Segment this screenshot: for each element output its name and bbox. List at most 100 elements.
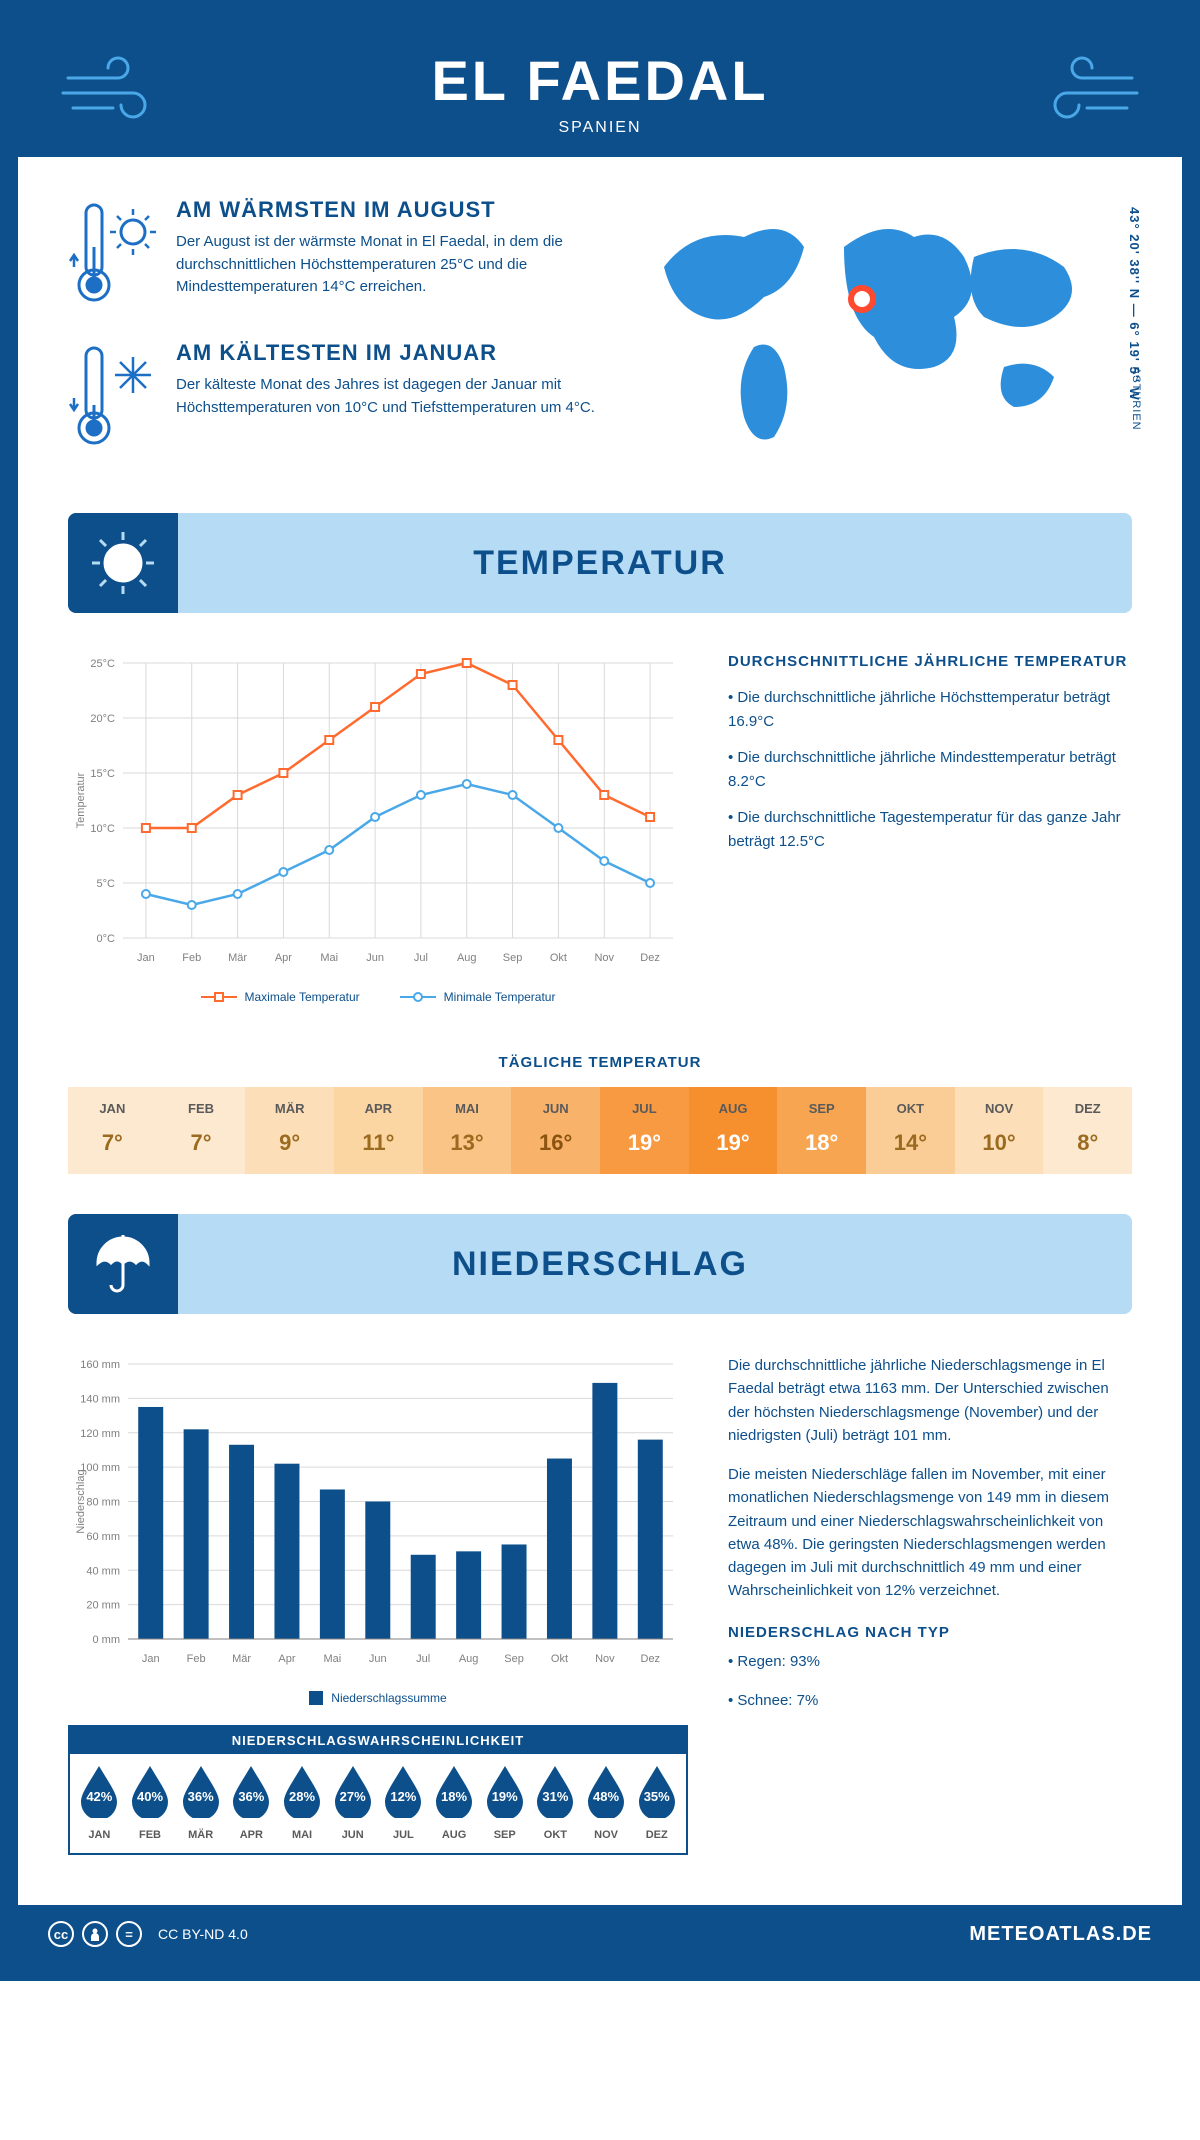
daily-temp-strip: JAN7°FEB7°MÄR9°APR11°MAI13°JUN16°JUL19°A… <box>68 1087 1132 1174</box>
location-title: EL FAEDAL <box>38 48 1162 113</box>
svg-text:Jul: Jul <box>416 1653 430 1665</box>
svg-text:Mär: Mär <box>232 1653 251 1665</box>
cc-icon: cc <box>48 1921 74 1947</box>
daily-temp-cell: SEP18° <box>777 1087 866 1174</box>
probability-cell: 19% SEP <box>479 1764 530 1841</box>
svg-text:Niederschlag: Niederschlag <box>75 1469 87 1533</box>
svg-text:0°C: 0°C <box>97 933 116 945</box>
probability-cell: 18% AUG <box>429 1764 480 1841</box>
svg-text:20°C: 20°C <box>90 713 115 725</box>
probability-cell: 35% DEZ <box>631 1764 682 1841</box>
svg-text:Aug: Aug <box>459 1653 479 1665</box>
probability-cell: 31% OKT <box>530 1764 581 1841</box>
svg-text:120 mm: 120 mm <box>80 1428 120 1440</box>
svg-text:Okt: Okt <box>551 1653 568 1665</box>
daily-temp-cell: JUN16° <box>511 1087 600 1174</box>
raindrop-icon: 28% <box>277 1764 328 1823</box>
raindrop-icon: 48% <box>581 1764 632 1823</box>
svg-text:Jan: Jan <box>142 1653 160 1665</box>
daily-temp-cell: AUG19° <box>689 1087 778 1174</box>
page-header: EL FAEDAL SPANIEN <box>18 18 1182 157</box>
daily-temp-cell: OKT14° <box>866 1087 955 1174</box>
raindrop-icon: 19% <box>479 1764 530 1823</box>
warmest-fact: AM WÄRMSTEN IM AUGUST Der August ist der… <box>68 197 604 312</box>
probability-cell: 40% FEB <box>125 1764 176 1841</box>
probability-cell: 28% MAI <box>277 1764 328 1841</box>
by-icon <box>82 1921 108 1947</box>
daily-temp-title: TÄGLICHE TEMPERATUR <box>18 1054 1182 1071</box>
svg-text:Temperatur: Temperatur <box>75 772 87 828</box>
temperature-line-chart: 0°C5°C10°C15°C20°C25°CJanFebMärAprMaiJun… <box>68 653 688 1004</box>
umbrella-icon <box>68 1214 178 1314</box>
svg-text:40 mm: 40 mm <box>86 1565 120 1577</box>
svg-text:15°C: 15°C <box>90 768 115 780</box>
raindrop-icon: 18% <box>429 1764 480 1823</box>
daily-temp-cell: APR11° <box>334 1087 423 1174</box>
svg-text:Dez: Dez <box>641 1653 661 1665</box>
coldest-text: Der kälteste Monat des Jahres ist dagege… <box>176 374 604 419</box>
warmest-title: AM WÄRMSTEN IM AUGUST <box>176 197 604 223</box>
region-name: ASTURIEN <box>1130 367 1142 431</box>
legend-precip-sum: Niederschlagssumme <box>309 1691 446 1705</box>
svg-text:Apr: Apr <box>275 952 292 964</box>
probability-cell: 12% JUL <box>378 1764 429 1841</box>
svg-text:Nov: Nov <box>594 952 614 964</box>
raindrop-icon: 12% <box>378 1764 429 1823</box>
svg-text:Mai: Mai <box>324 1653 342 1665</box>
nd-icon: = <box>116 1921 142 1947</box>
svg-text:Okt: Okt <box>550 952 567 964</box>
thermometer-snow-icon <box>68 340 158 455</box>
probability-cell: 42% JAN <box>74 1764 125 1841</box>
svg-text:Jun: Jun <box>369 1653 387 1665</box>
raindrop-icon: 36% <box>175 1764 226 1823</box>
thermometer-sun-icon <box>68 197 158 312</box>
temperature-section-header: TEMPERATUR <box>68 513 1132 613</box>
daily-temp-cell: MAI13° <box>423 1087 512 1174</box>
probability-cell: 36% MÄR <box>175 1764 226 1841</box>
daily-temp-cell: DEZ8° <box>1043 1087 1132 1174</box>
daily-temp-cell: MÄR9° <box>245 1087 334 1174</box>
raindrop-icon: 40% <box>125 1764 176 1823</box>
probability-cell: 27% JUN <box>327 1764 378 1841</box>
coldest-fact: AM KÄLTESTEN IM JANUAR Der kälteste Mona… <box>68 340 604 455</box>
svg-text:Dez: Dez <box>640 952 660 964</box>
license-text: CC BY-ND 4.0 <box>158 1926 248 1942</box>
svg-text:5°C: 5°C <box>97 878 116 890</box>
legend-max-temp: Maximale Temperatur <box>201 990 360 1004</box>
license-badges: cc = CC BY-ND 4.0 <box>48 1921 248 1947</box>
daily-temp-cell: JAN7° <box>68 1087 157 1174</box>
svg-text:Jul: Jul <box>414 952 428 964</box>
sun-icon <box>68 513 178 613</box>
raindrop-icon: 36% <box>226 1764 277 1823</box>
probability-cell: 48% NOV <box>581 1764 632 1841</box>
temperature-summary: DURCHSCHNITTLICHE JÄHRLICHE TEMPERATUR •… <box>728 653 1132 1004</box>
svg-text:Nov: Nov <box>595 1653 615 1665</box>
probability-cell: 36% APR <box>226 1764 277 1841</box>
warmest-text: Der August ist der wärmste Monat in El F… <box>176 231 604 299</box>
svg-text:60 mm: 60 mm <box>86 1531 120 1543</box>
site-name: METEOATLAS.DE <box>969 1923 1152 1946</box>
svg-text:Feb: Feb <box>182 952 201 964</box>
svg-text:140 mm: 140 mm <box>80 1393 120 1405</box>
temperature-heading: TEMPERATUR <box>473 544 837 583</box>
svg-text:Mär: Mär <box>228 952 247 964</box>
daily-temp-cell: FEB7° <box>157 1087 246 1174</box>
location-subtitle: SPANIEN <box>38 119 1162 137</box>
raindrop-icon: 31% <box>530 1764 581 1823</box>
svg-text:Mai: Mai <box>320 952 338 964</box>
svg-text:Sep: Sep <box>503 952 523 964</box>
page-footer: cc = CC BY-ND 4.0 METEOATLAS.DE <box>18 1905 1182 1963</box>
wind-icon <box>58 48 178 133</box>
precipitation-section-header: NIEDERSCHLAG <box>68 1214 1132 1314</box>
svg-text:Jan: Jan <box>137 952 155 964</box>
svg-text:160 mm: 160 mm <box>80 1359 120 1371</box>
svg-text:0 mm: 0 mm <box>93 1634 121 1646</box>
svg-text:Feb: Feb <box>187 1653 206 1665</box>
precipitation-heading: NIEDERSCHLAG <box>452 1245 858 1284</box>
raindrop-icon: 35% <box>631 1764 682 1823</box>
svg-text:Jun: Jun <box>366 952 384 964</box>
svg-text:25°C: 25°C <box>90 658 115 670</box>
precipitation-summary: Die durchschnittliche jährliche Niedersc… <box>728 1354 1132 1855</box>
svg-text:Apr: Apr <box>278 1653 295 1665</box>
svg-text:Aug: Aug <box>457 952 477 964</box>
